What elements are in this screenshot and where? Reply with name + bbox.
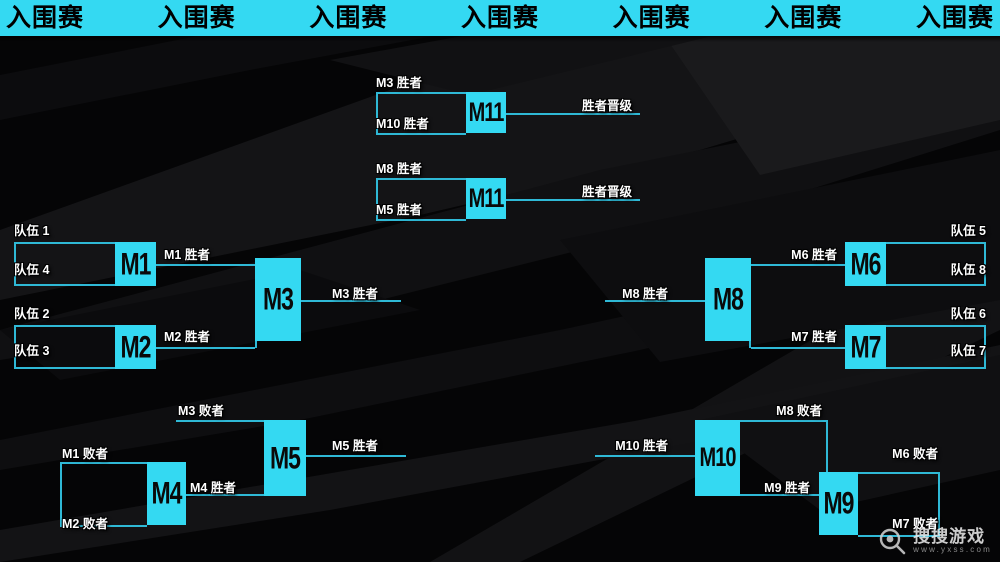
bracket-label-m9-winner: M9 胜者 bbox=[764, 481, 810, 495]
match-code: M6 bbox=[850, 245, 882, 281]
banner-word-4: 入围赛 bbox=[460, 3, 539, 32]
match-code: M8 bbox=[713, 281, 744, 317]
match-code: M10 bbox=[699, 443, 737, 473]
banner-shadow bbox=[0, 36, 1000, 42]
match-code: M1 bbox=[120, 245, 152, 281]
bracket-label-m5-winner-top: M5 胜者 bbox=[376, 203, 422, 217]
bracket-label-m8-loser: M8 败者 bbox=[776, 404, 822, 418]
banner-word-1: 入围赛 bbox=[6, 3, 85, 32]
match-node-m11_bottom[interactable]: M11 bbox=[466, 178, 506, 219]
match-node-m6[interactable]: M6 bbox=[845, 242, 886, 286]
bracket-label-m4-winner: M4 胜者 bbox=[190, 481, 236, 495]
bracket-label-team6: 队伍 6 bbox=[950, 307, 986, 321]
watermark-url: www.yxss.com bbox=[913, 544, 992, 554]
match-code: M4 bbox=[151, 475, 183, 511]
match-node-m3[interactable]: M3 bbox=[255, 258, 301, 341]
match-code: M5 bbox=[270, 439, 301, 475]
match-code: M11 bbox=[468, 97, 505, 128]
search-icon bbox=[879, 528, 906, 555]
bracket-label-m2-winner: M2 胜者 bbox=[164, 330, 210, 344]
banner-word-7: 入围赛 bbox=[915, 3, 994, 32]
bracket-label-m1-loser: M1 败者 bbox=[62, 447, 108, 461]
bracket-label-m7-winner: M7 胜者 bbox=[791, 330, 837, 344]
match-code: M9 bbox=[823, 485, 855, 521]
watermark-name: 搜搜游戏 bbox=[913, 526, 986, 546]
bracket-label-team5: 队伍 5 bbox=[950, 224, 986, 238]
bracket-label-team4: 队伍 4 bbox=[14, 263, 50, 277]
bracket-label-m1-winner: M1 胜者 bbox=[164, 248, 210, 262]
bracket-label-m10-winner: M10 胜者 bbox=[615, 439, 668, 453]
match-code: M3 bbox=[263, 281, 294, 317]
bracket-label-advance-top: 胜者晋级 bbox=[582, 99, 633, 113]
watermark: 搜搜游戏 www.yxss.com bbox=[877, 526, 992, 556]
bracket-label-advance-bottom: 胜者晋级 bbox=[582, 185, 633, 199]
bracket-label-m3-winner: M3 胜者 bbox=[332, 287, 378, 301]
match-node-m8[interactable]: M8 bbox=[705, 258, 751, 341]
banner-word-2: 入围赛 bbox=[157, 3, 236, 32]
bracket-label-m10-winner-top: M10 胜者 bbox=[376, 117, 429, 131]
match-node-m9[interactable]: M9 bbox=[819, 472, 858, 535]
match-node-m5[interactable]: M5 bbox=[264, 420, 306, 496]
bracket-label-m3-winner-top: M3 胜者 bbox=[376, 76, 422, 90]
bracket-label-m6-winner: M6 胜者 bbox=[791, 248, 837, 262]
banner-word-5: 入围赛 bbox=[612, 3, 691, 32]
bracket-label-team1: 队伍 1 bbox=[14, 224, 50, 238]
bracket-label-team7: 队伍 7 bbox=[950, 344, 986, 358]
match-node-m11_top[interactable]: M11 bbox=[466, 92, 506, 133]
match-code: M11 bbox=[468, 183, 505, 214]
bracket-label-team3: 队伍 3 bbox=[14, 344, 50, 358]
match-code: M2 bbox=[120, 328, 152, 364]
bracket-label-m3-loser: M3 败者 bbox=[178, 404, 224, 418]
match-node-m4[interactable]: M4 bbox=[147, 462, 186, 525]
banner-word-6: 入围赛 bbox=[764, 3, 843, 32]
match-node-m2[interactable]: M2 bbox=[115, 325, 156, 369]
match-code: M7 bbox=[850, 328, 882, 364]
banner-word-3: 入围赛 bbox=[309, 3, 388, 32]
top-banner: 入围赛 入围赛 入围赛 入围赛 入围赛 入围赛 入围赛 bbox=[0, 0, 1000, 36]
bracket-label-m8-winner: M8 胜者 bbox=[622, 287, 668, 301]
bracket-label-m5-winner: M5 胜者 bbox=[332, 439, 378, 453]
bracket-label-m6-loser: M6 败者 bbox=[892, 447, 938, 461]
bracket-label-m8-winner-top: M8 胜者 bbox=[376, 162, 422, 176]
bracket-label-m2-loser: M2 败者 bbox=[62, 517, 108, 531]
bracket-label-team8: 队伍 8 bbox=[950, 263, 986, 277]
match-node-m1[interactable]: M1 bbox=[115, 242, 156, 286]
bracket-label-m7-loser: M7 败者 bbox=[892, 517, 938, 531]
bracket-label-team2: 队伍 2 bbox=[14, 307, 50, 321]
match-node-m7[interactable]: M7 bbox=[845, 325, 886, 369]
match-node-m10[interactable]: M10 bbox=[695, 420, 740, 496]
